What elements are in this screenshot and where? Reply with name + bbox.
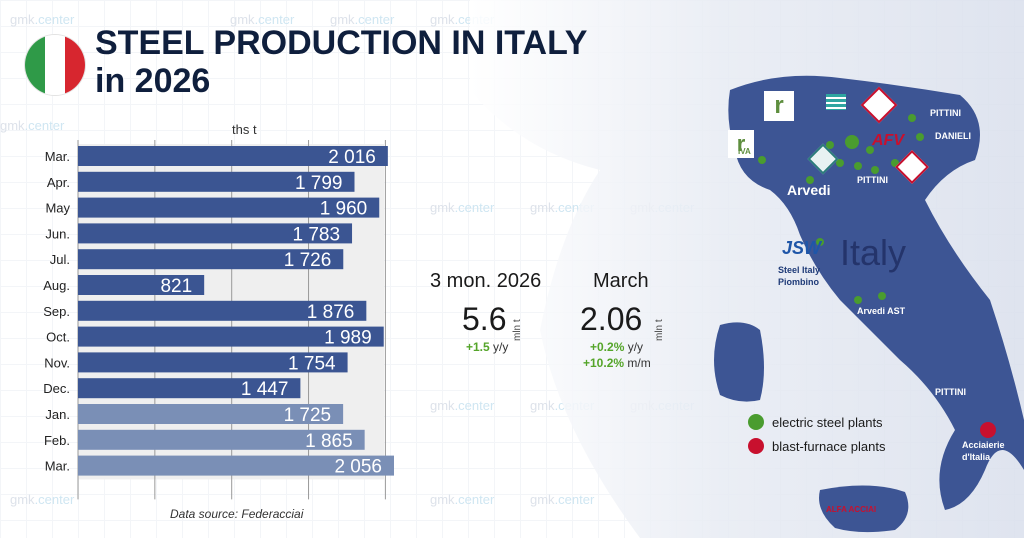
chart-unit-label: ths t [232, 122, 257, 137]
stat-march-unit: mln t [654, 319, 665, 341]
sardinia [714, 322, 764, 402]
category-label: Jun. [45, 226, 70, 241]
italy-landmass [728, 75, 1024, 510]
value-label: 821 [160, 276, 192, 297]
blast-dot-icon [748, 438, 764, 454]
category-label: Oct. [46, 330, 70, 345]
data-source: Data source: Federacciai [170, 507, 304, 521]
category-label: Nov. [44, 355, 70, 370]
bar [78, 429, 365, 450]
value-label: 1 783 [292, 224, 340, 245]
stat-march-label: March [593, 270, 649, 292]
flag-red [65, 35, 85, 95]
acciaierie-line2: d'Italia [962, 452, 991, 462]
page-title: STEEL PRODUCTION IN ITALY in 2026 [95, 24, 587, 100]
pittini-label: PITTINI [930, 108, 961, 118]
bar [78, 249, 344, 270]
bar [78, 404, 344, 424]
bar [78, 300, 367, 321]
jsw-mark: JSW [782, 238, 822, 258]
category-label: Apr. [47, 175, 70, 190]
value-label: 2 016 [328, 147, 376, 168]
value-label: 1 865 [305, 431, 353, 452]
arvedi-label: Arvedi [787, 182, 831, 198]
jsw-line1: Steel Italy [778, 265, 821, 275]
electric-plant-markers [758, 114, 924, 304]
value-label: 1 799 [295, 173, 343, 194]
category-label: Aug. [43, 278, 70, 293]
category-label: Jul. [50, 252, 70, 267]
stat-march: March 2.06 mln t +0.2% y/y +10.2% m/m [580, 270, 710, 370]
value-label: 1 960 [320, 199, 368, 220]
jsw-line2: Piombino [778, 277, 819, 287]
bar [78, 223, 353, 244]
value-label: 1 876 [307, 302, 355, 323]
riva-sublabel: IVA [738, 147, 751, 156]
arvedi-ast-label: Arvedi AST [857, 306, 906, 316]
category-label: Sep. [43, 304, 70, 319]
stat-march-value: 2.06 [580, 301, 643, 337]
value-label: 2 056 [334, 457, 382, 478]
value-label: 1 989 [324, 328, 372, 349]
category-label: Mar. [45, 149, 70, 164]
bar [78, 146, 388, 166]
bar [78, 352, 348, 373]
bar [78, 171, 355, 192]
acciaierie-line1: Acciaierie [962, 440, 1005, 450]
danieli-label: DANIELI [935, 131, 971, 141]
value-label: 1 725 [284, 405, 332, 426]
afv-label: AFV [872, 132, 904, 149]
category-label: Feb. [44, 433, 70, 448]
flag-green [25, 35, 45, 95]
sicily [819, 485, 909, 533]
bar [78, 378, 301, 399]
blast-plant-marker [980, 422, 996, 438]
bar [78, 326, 384, 347]
bar [78, 275, 205, 295]
pittini-label: PITTINI [935, 387, 966, 397]
title-line1: STEEL PRODUCTION IN ITALY [95, 24, 588, 62]
legend-blast: blast-furnace plants [748, 438, 885, 454]
stat-march-change-yy: +0.2% y/y [590, 340, 644, 354]
stat-three-month: 3 mon. 2026 5.6 mln t +1.5 y/y [430, 270, 580, 354]
riva-logo: r [764, 91, 794, 121]
legend-electric: electric steel plants [748, 414, 883, 430]
category-label: May [45, 201, 70, 216]
category-label: Jan. [45, 407, 70, 422]
italy-flag-icon [25, 35, 85, 95]
value-label: 1 447 [241, 379, 289, 400]
stat-three-month-unit: mln t [512, 319, 523, 341]
electric-dot-icon [748, 414, 764, 430]
category-label: Dec. [43, 381, 70, 396]
stat-three-month-value: 5.6 [462, 301, 507, 337]
stat-march-change-mm: +10.2% m/m [583, 356, 651, 370]
bar [78, 455, 394, 476]
title-line2: in 2026 [95, 62, 211, 100]
riva-logo: r [728, 130, 754, 158]
stat-three-month-label: 3 mon. 2026 [430, 270, 542, 292]
stat-three-month-change: +1.5 y/y [466, 340, 509, 354]
value-label: 1 754 [288, 353, 336, 374]
category-label: Mar. [45, 459, 70, 474]
alfa-acciai-label: ALFA ACCIAI [826, 505, 877, 514]
flag-white [45, 35, 65, 95]
bar [78, 197, 380, 218]
value-label: 1 726 [284, 250, 332, 271]
stripes-icon [826, 94, 846, 110]
pittini-label: PITTINI [857, 175, 888, 185]
country-label: Italy [840, 232, 907, 273]
